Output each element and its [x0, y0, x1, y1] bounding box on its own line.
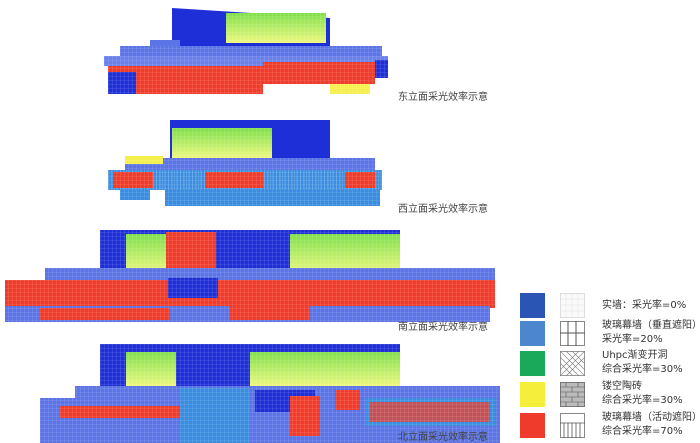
legend-label: 玻璃幕墙（垂直遮阳） [602, 320, 700, 331]
legend-sublabel: 综合采光率=30% [602, 364, 683, 375]
legend-label: 玻璃幕墙（活动遮阳） [602, 412, 700, 423]
vertical-fins-pattern-icon [560, 321, 585, 346]
west-elevation [108, 120, 382, 206]
ceramic-brick-swatch [520, 382, 545, 407]
south-caption: 南立面采光效率示意 [398, 320, 488, 333]
uhpc-swatch [520, 351, 545, 376]
legend-sublabel: 采光率=20% [602, 334, 663, 345]
east-caption: 东立面采光效率示意 [398, 90, 488, 103]
legend-label: 实墙：采光率=0% [602, 300, 687, 311]
legend-sublabel: 综合采光率=30% [602, 395, 683, 406]
north-caption: 北立面采光效率示意 [398, 430, 488, 443]
east-elevation [104, 8, 388, 94]
solid-wall-swatch [520, 293, 545, 318]
legend-sublabel: 综合采光率=70% [602, 426, 683, 437]
blank-pattern-icon [560, 293, 585, 318]
vertical-shading-glass-swatch [520, 321, 545, 346]
north-elevation [40, 344, 500, 443]
legend-label: 镂空陶砖 [602, 381, 642, 392]
legend-label: Uhpc渐变开洞 [602, 350, 668, 361]
west-caption: 西立面采光效率示意 [398, 202, 488, 215]
brick-pattern-icon [560, 382, 585, 407]
louver-pattern-icon [560, 413, 585, 438]
movable-shading-glass-swatch [520, 413, 545, 438]
perforated-pattern-icon [559, 350, 586, 377]
south-elevation [5, 230, 495, 322]
